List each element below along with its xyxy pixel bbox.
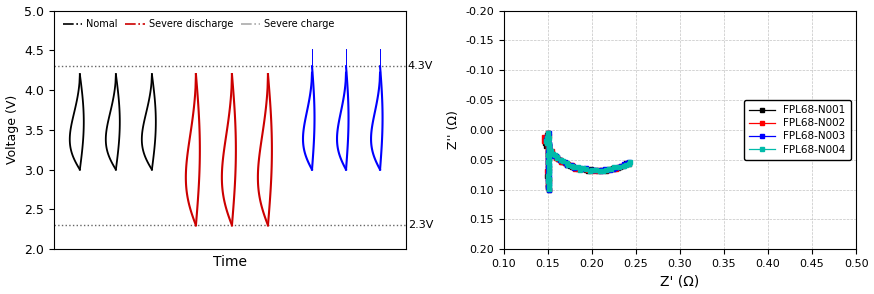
FPL68-N002 bbox=[543, 182, 553, 186]
FPL68-N002 bbox=[574, 167, 585, 171]
FPL68-N003 bbox=[569, 167, 579, 170]
Y-axis label: Voltage (V): Voltage (V) bbox=[5, 95, 18, 164]
FPL68-N001 bbox=[543, 143, 553, 147]
FPL68-N001 bbox=[544, 188, 554, 191]
Y-axis label: Z'' (Ω): Z'' (Ω) bbox=[447, 111, 460, 149]
X-axis label: Z' (Ω): Z' (Ω) bbox=[661, 274, 700, 288]
FPL68-N004 bbox=[544, 182, 554, 186]
FPL68-N004 bbox=[543, 180, 553, 183]
X-axis label: Time: Time bbox=[213, 255, 247, 269]
FPL68-N001 bbox=[573, 168, 584, 171]
FPL68-N002 bbox=[544, 143, 554, 147]
Line: FPL68-N001: FPL68-N001 bbox=[544, 131, 630, 191]
FPL68-N004 bbox=[544, 188, 554, 191]
FPL68-N001 bbox=[571, 166, 581, 169]
FPL68-N001 bbox=[543, 131, 553, 135]
FPL68-N004 bbox=[574, 168, 585, 172]
FPL68-N003 bbox=[544, 182, 554, 186]
FPL68-N004 bbox=[543, 131, 553, 135]
Text: 2.3V: 2.3V bbox=[408, 220, 434, 230]
FPL68-N001 bbox=[623, 162, 634, 166]
FPL68-N003 bbox=[544, 147, 554, 151]
Line: FPL68-N003: FPL68-N003 bbox=[545, 131, 631, 191]
Text: 4.3V: 4.3V bbox=[408, 61, 434, 71]
FPL68-N002 bbox=[542, 148, 552, 151]
FPL68-N002 bbox=[624, 161, 635, 165]
FPL68-N002 bbox=[570, 167, 580, 171]
FPL68-N001 bbox=[544, 179, 554, 183]
FPL68-N001 bbox=[543, 183, 553, 186]
FPL68-N003 bbox=[544, 143, 554, 146]
FPL68-N003 bbox=[624, 160, 635, 164]
Line: FPL68-N004: FPL68-N004 bbox=[545, 131, 632, 191]
Legend: Nomal, Severe discharge, Severe charge: Nomal, Severe discharge, Severe charge bbox=[59, 15, 338, 33]
Legend: FPL68-N001, FPL68-N002, FPL68-N003, FPL68-N004: FPL68-N001, FPL68-N002, FPL68-N003, FPL6… bbox=[744, 100, 851, 160]
FPL68-N004 bbox=[542, 141, 552, 145]
FPL68-N003 bbox=[574, 166, 585, 170]
FPL68-N003 bbox=[544, 131, 554, 134]
FPL68-N004 bbox=[625, 160, 635, 164]
FPL68-N004 bbox=[544, 148, 554, 151]
FPL68-N003 bbox=[543, 179, 553, 183]
FPL68-N002 bbox=[543, 131, 553, 134]
FPL68-N001 bbox=[543, 148, 553, 151]
FPL68-N002 bbox=[543, 179, 553, 183]
FPL68-N004 bbox=[572, 166, 583, 169]
FPL68-N003 bbox=[544, 188, 554, 191]
Line: FPL68-N002: FPL68-N002 bbox=[543, 131, 631, 191]
FPL68-N002 bbox=[544, 188, 554, 191]
